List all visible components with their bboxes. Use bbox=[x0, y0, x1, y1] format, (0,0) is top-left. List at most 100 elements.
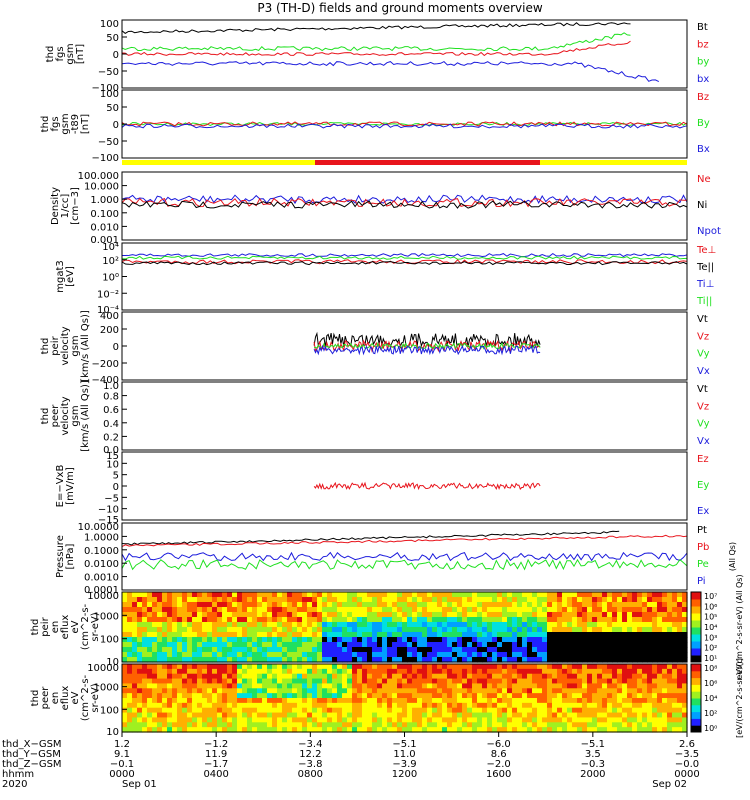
spectrogram-cell bbox=[407, 612, 413, 618]
spectrogram-cell bbox=[132, 627, 138, 633]
spectrogram-cell bbox=[337, 678, 343, 685]
spectrogram-cell bbox=[232, 657, 238, 663]
spectrogram-cell bbox=[517, 722, 523, 728]
spectrogram-cell bbox=[137, 637, 143, 643]
spectrogram-cell bbox=[227, 617, 233, 623]
spectrogram-cell bbox=[232, 702, 238, 709]
spectrogram-cell bbox=[397, 592, 403, 598]
y-tick-label: 1000 bbox=[94, 611, 119, 622]
spectrogram-cell bbox=[682, 727, 688, 733]
spectrogram-cell bbox=[377, 622, 383, 628]
spectrogram-cell bbox=[482, 727, 488, 733]
spectrogram-cell bbox=[437, 627, 443, 633]
spectrogram-cell bbox=[132, 722, 138, 728]
spectrogram-cell bbox=[327, 722, 333, 728]
spectrogram-cell bbox=[187, 668, 193, 675]
spectrogram-cell bbox=[417, 693, 423, 699]
spectrogram-cell bbox=[207, 707, 213, 714]
spectrogram-cell bbox=[297, 707, 303, 714]
spectrogram-cell bbox=[187, 657, 193, 663]
spectrogram-cell bbox=[407, 722, 413, 728]
spectrogram-cell bbox=[207, 727, 213, 733]
spectrogram-cell bbox=[377, 592, 383, 598]
spectrogram-cell bbox=[477, 647, 483, 653]
spectrogram-cell bbox=[202, 688, 208, 694]
spectrogram-cell bbox=[462, 712, 468, 719]
spectrogram-cell bbox=[377, 678, 383, 685]
spectrogram-cell bbox=[282, 702, 288, 709]
spectrogram-cell bbox=[632, 632, 638, 638]
spectrogram-cell bbox=[197, 664, 203, 670]
spectrogram-cell bbox=[332, 698, 338, 704]
spectrogram-cell bbox=[482, 647, 488, 653]
spectrogram-cell bbox=[182, 617, 188, 623]
spectrogram-cell bbox=[532, 622, 538, 628]
spectrogram-cell bbox=[502, 647, 508, 653]
spectrogram-cell bbox=[212, 707, 218, 714]
spectrogram-cell bbox=[652, 702, 658, 709]
spectrogram-cell bbox=[152, 642, 158, 648]
spectrogram-cell bbox=[432, 617, 438, 623]
spectrogram-cell bbox=[322, 657, 328, 663]
spectrogram-cell bbox=[577, 647, 583, 653]
legend-vy: Vy bbox=[697, 419, 710, 430]
spectrogram-cell bbox=[667, 607, 673, 613]
spectrogram-cell bbox=[432, 602, 438, 608]
spectrogram-cell bbox=[492, 592, 498, 598]
spectrogram-cell bbox=[587, 617, 593, 623]
spectrogram-cell bbox=[502, 664, 508, 670]
spectrogram-cell bbox=[527, 627, 533, 633]
spectrogram-cell bbox=[597, 717, 603, 723]
spectrogram-cell bbox=[307, 722, 313, 728]
spectrogram-cell bbox=[167, 592, 173, 598]
spectrogram-cell bbox=[367, 622, 373, 628]
spectrogram-cell bbox=[582, 602, 588, 608]
spectrogram-cell bbox=[432, 683, 438, 689]
spectrogram-cell bbox=[677, 652, 683, 658]
spectrogram-cell bbox=[232, 592, 238, 598]
spectrogram-cell bbox=[497, 607, 503, 613]
spectrogram-cell bbox=[142, 688, 148, 694]
spectrogram-cell bbox=[312, 693, 318, 699]
spectrogram-cell bbox=[127, 657, 133, 663]
spectrogram-cell bbox=[482, 617, 488, 623]
spectrogram-cell bbox=[412, 637, 418, 643]
spectrogram-cell bbox=[262, 597, 268, 603]
spectrogram-cell bbox=[522, 707, 528, 714]
spectrogram-cell bbox=[372, 693, 378, 699]
spectrogram-cell bbox=[297, 673, 303, 680]
spectrogram-cell bbox=[657, 632, 663, 638]
spectrogram-cell bbox=[537, 698, 543, 704]
spectrogram-cell bbox=[347, 647, 353, 653]
spectrogram-cell bbox=[627, 602, 633, 608]
spectrogram-cell bbox=[557, 702, 563, 709]
spectrogram-cell bbox=[367, 657, 373, 663]
spectrogram-cell bbox=[452, 668, 458, 675]
spectrogram-cell bbox=[257, 693, 263, 699]
spectrogram-cell bbox=[682, 717, 688, 723]
spectrogram-cell bbox=[367, 647, 373, 653]
spectrogram-cell bbox=[552, 652, 558, 658]
spectrogram-cell bbox=[517, 637, 523, 643]
spectrogram-cell bbox=[412, 688, 418, 694]
spectrogram-cell bbox=[137, 688, 143, 694]
spectrogram-cell bbox=[167, 612, 173, 618]
spectrogram-cell bbox=[612, 642, 618, 648]
spectrogram-cell bbox=[257, 647, 263, 653]
spectrogram-cell bbox=[562, 722, 568, 728]
spectrogram-cell bbox=[462, 617, 468, 623]
spectrogram-cell bbox=[167, 717, 173, 723]
legend-vx: Vx bbox=[697, 366, 710, 377]
spectrogram-cell bbox=[342, 607, 348, 613]
spectrogram-cell bbox=[532, 683, 538, 689]
spectrogram-cell bbox=[252, 637, 258, 643]
spectrogram-cell bbox=[667, 632, 673, 638]
spectrogram-cell bbox=[142, 673, 148, 680]
spectrogram-cell bbox=[212, 683, 218, 689]
spectrogram-cell bbox=[632, 683, 638, 689]
spectrogram-cell bbox=[507, 617, 513, 623]
spectrogram-cell bbox=[342, 722, 348, 728]
panel-8: 10.00001.00000.10000.01000.00100.0001Pre… bbox=[55, 522, 737, 596]
